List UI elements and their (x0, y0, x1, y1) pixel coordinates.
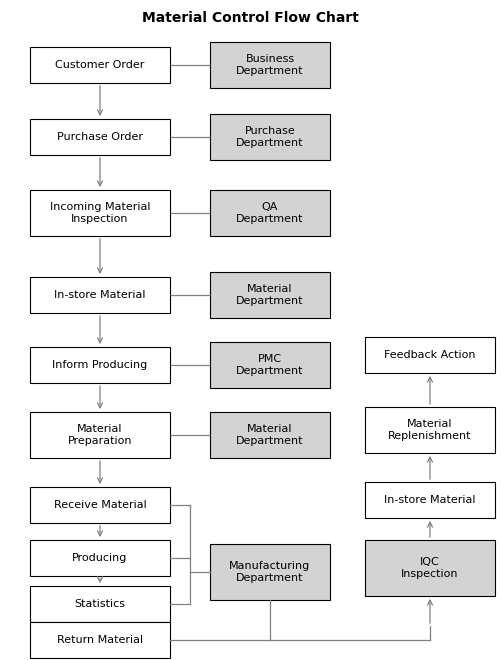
Bar (365, 482, 495, 518)
Bar (30, 190, 170, 236)
Bar (30, 277, 170, 313)
Text: Material
Department: Material Department (236, 284, 304, 306)
Bar (210, 342, 330, 388)
Text: In-store Material: In-store Material (384, 495, 476, 505)
Bar (210, 272, 330, 318)
Text: PMC
Department: PMC Department (236, 354, 304, 376)
Text: Feedback Action: Feedback Action (384, 350, 476, 360)
Text: Receive Material: Receive Material (54, 500, 146, 510)
Text: Inform Producing: Inform Producing (53, 360, 148, 370)
Text: Return Material: Return Material (57, 635, 143, 645)
Bar (210, 42, 330, 88)
Bar (30, 540, 170, 576)
Bar (30, 347, 170, 383)
Text: Statistics: Statistics (75, 599, 125, 609)
Text: Material
Replenishment: Material Replenishment (388, 419, 472, 441)
Bar (30, 586, 170, 622)
Bar (210, 190, 330, 236)
Bar (210, 544, 330, 600)
Bar (365, 337, 495, 373)
Text: Material Control Flow Chart: Material Control Flow Chart (142, 11, 358, 25)
Text: In-store Material: In-store Material (54, 290, 146, 300)
Text: Business
Department: Business Department (236, 54, 304, 76)
Text: Purchase Order: Purchase Order (57, 132, 143, 142)
Text: Material
Preparation: Material Preparation (68, 424, 132, 446)
Text: Material
Department: Material Department (236, 424, 304, 446)
Bar (30, 119, 170, 155)
Bar (30, 47, 170, 83)
Bar (30, 412, 170, 458)
Text: Customer Order: Customer Order (55, 60, 145, 70)
Bar (30, 487, 170, 523)
Bar (210, 412, 330, 458)
Bar (365, 540, 495, 596)
Bar (30, 622, 170, 658)
Bar (210, 114, 330, 160)
Text: Incoming Material
Inspection: Incoming Material Inspection (50, 202, 150, 224)
Text: Producing: Producing (72, 553, 128, 563)
Text: IQC
Inspection: IQC Inspection (401, 557, 459, 579)
Text: Manufacturing
Department: Manufacturing Department (229, 561, 311, 583)
Bar (365, 407, 495, 453)
Text: QA
Department: QA Department (236, 202, 304, 224)
Text: Purchase
Department: Purchase Department (236, 126, 304, 148)
